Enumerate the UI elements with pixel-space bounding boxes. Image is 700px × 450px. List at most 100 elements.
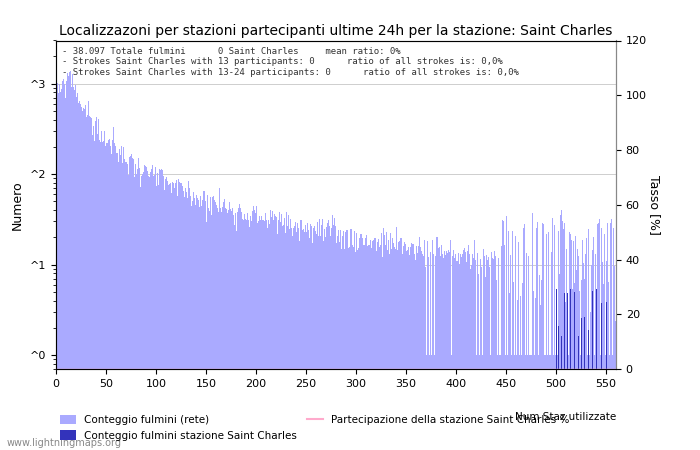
Bar — [254, 210, 255, 450]
Bar — [197, 198, 198, 450]
Bar — [570, 234, 571, 450]
Bar — [536, 228, 537, 450]
Bar — [225, 208, 226, 450]
Bar — [341, 249, 342, 450]
Bar — [416, 246, 417, 450]
Bar — [169, 184, 170, 450]
Bar — [218, 212, 219, 450]
Bar — [91, 118, 92, 450]
Bar — [247, 213, 248, 450]
Bar — [502, 220, 503, 450]
Bar — [153, 176, 154, 450]
Bar — [508, 231, 509, 450]
Bar — [592, 291, 593, 450]
Bar — [358, 248, 359, 450]
Bar — [570, 289, 571, 450]
Bar — [126, 162, 127, 450]
Bar — [461, 257, 462, 450]
Bar — [556, 298, 557, 450]
Bar — [272, 212, 273, 450]
Bar — [327, 223, 328, 450]
Bar — [138, 158, 139, 450]
Bar — [193, 192, 194, 450]
Bar — [538, 355, 539, 450]
Bar — [271, 217, 272, 450]
Bar — [458, 253, 459, 450]
Bar — [305, 225, 306, 450]
Bar — [408, 248, 409, 450]
Text: www.lightningmaps.org: www.lightningmaps.org — [7, 438, 122, 448]
Bar — [468, 245, 469, 450]
Bar — [533, 291, 534, 450]
Bar — [471, 265, 472, 450]
Bar — [191, 206, 192, 450]
Bar — [229, 202, 230, 450]
Bar — [66, 81, 67, 450]
Bar — [76, 97, 77, 450]
Bar — [274, 214, 275, 450]
Bar — [189, 188, 190, 450]
Bar — [252, 212, 253, 450]
Bar — [278, 220, 279, 450]
Bar — [319, 219, 320, 450]
Bar — [350, 229, 351, 450]
Bar — [187, 198, 188, 450]
Bar — [376, 251, 377, 450]
Bar — [232, 208, 233, 450]
Bar — [207, 195, 208, 450]
Bar — [517, 300, 518, 450]
Bar — [347, 230, 348, 450]
Bar — [157, 173, 158, 450]
Bar — [426, 355, 427, 450]
Bar — [364, 245, 365, 450]
Bar — [248, 220, 249, 450]
Bar — [168, 185, 169, 450]
Bar — [118, 162, 119, 450]
Bar — [82, 112, 83, 450]
Bar — [614, 266, 615, 450]
Bar — [177, 196, 178, 450]
Bar — [586, 238, 587, 450]
Bar — [377, 242, 378, 450]
Bar — [57, 84, 58, 450]
Bar — [566, 249, 567, 450]
Bar — [142, 174, 143, 450]
Bar — [202, 200, 203, 450]
Bar — [337, 237, 338, 450]
Bar — [320, 236, 321, 450]
Bar — [581, 318, 582, 450]
Bar — [88, 101, 89, 450]
Bar — [539, 275, 540, 450]
Bar — [488, 257, 489, 450]
Bar — [131, 153, 132, 450]
Bar — [601, 303, 602, 450]
Bar — [527, 355, 528, 450]
Bar — [420, 248, 421, 450]
Bar — [552, 218, 553, 450]
Bar — [224, 199, 225, 450]
Bar — [145, 166, 146, 450]
Bar — [359, 238, 360, 450]
Bar — [423, 256, 424, 450]
Bar — [491, 252, 492, 450]
Bar — [289, 229, 290, 450]
Bar — [345, 232, 346, 450]
Bar — [308, 230, 309, 450]
Bar — [574, 292, 575, 450]
Bar — [59, 84, 60, 450]
Bar — [489, 267, 490, 450]
Bar — [593, 237, 594, 450]
Bar — [119, 149, 120, 450]
Bar — [421, 251, 422, 450]
Bar — [340, 230, 341, 450]
Bar — [578, 336, 579, 450]
Bar — [99, 140, 100, 450]
Bar — [373, 240, 374, 450]
Bar — [511, 355, 512, 450]
Bar — [470, 269, 471, 450]
Bar — [542, 223, 543, 450]
Bar — [393, 243, 394, 450]
Bar — [146, 167, 147, 450]
Bar — [569, 232, 570, 450]
Bar — [445, 255, 446, 450]
